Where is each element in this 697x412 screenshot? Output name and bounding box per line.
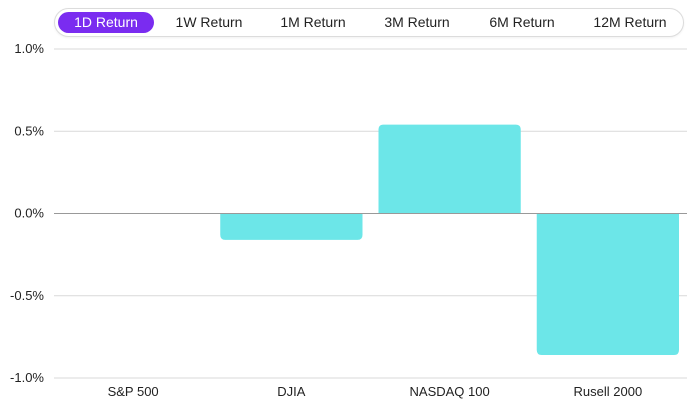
tab-6m-return[interactable]: 6M Return [489, 14, 555, 30]
x-tick-label: Rusell 2000 [574, 384, 643, 399]
x-tick-label: NASDAQ 100 [410, 384, 490, 399]
return-period-tabs: 1D Return 1W Return 1M Return 3M Return … [54, 8, 684, 37]
bar-djia[interactable] [220, 213, 363, 240]
y-tick-label: -0.5% [10, 288, 44, 303]
y-tick-label: 0.5% [14, 123, 44, 138]
y-tick-label: 0.0% [14, 206, 44, 221]
y-tick-label: -1.0% [10, 370, 44, 385]
bar-rusell-2000[interactable] [536, 213, 679, 355]
tab-3m-return[interactable]: 3M Return [384, 14, 450, 30]
y-tick-label: 1.0% [14, 41, 44, 56]
bar-nasdaq-100[interactable] [378, 124, 521, 214]
x-tick-label: DJIA [277, 384, 306, 399]
tab-1w-return[interactable]: 1W Return [175, 14, 243, 30]
x-tick-label: S&P 500 [108, 384, 159, 399]
tab-1d-return[interactable]: 1D Return [58, 12, 154, 33]
tab-1m-return[interactable]: 1M Return [280, 14, 346, 30]
tab-12m-return[interactable]: 12M Return [593, 14, 667, 30]
